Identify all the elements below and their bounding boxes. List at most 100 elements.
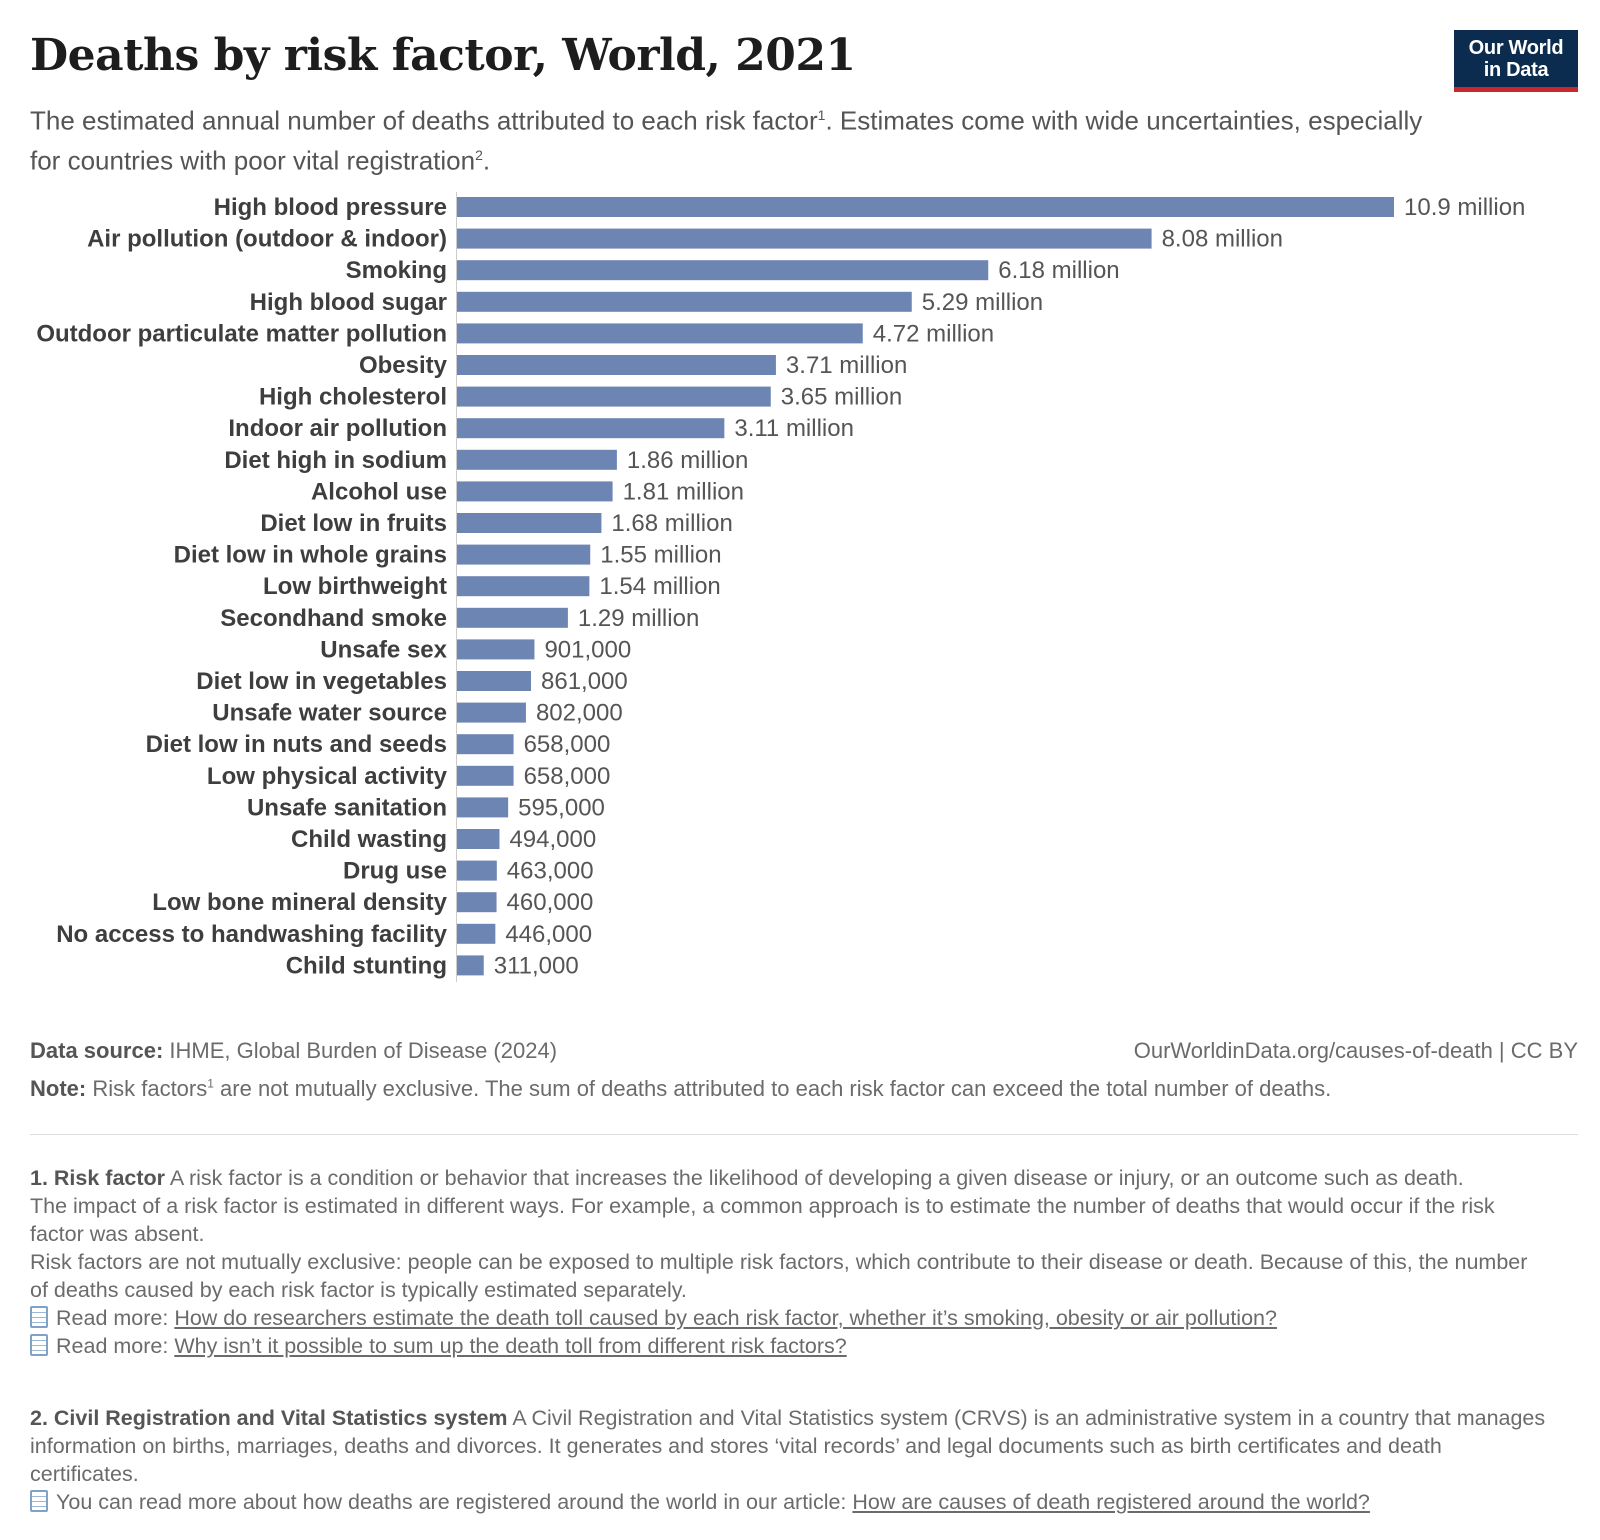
value-label: 1.55 million [600, 542, 721, 569]
bar-10[interactable] [457, 513, 602, 533]
value-label: 8.08 million [1162, 226, 1283, 253]
value-label: 1.68 million [611, 510, 732, 537]
category-label: Unsafe sanitation [247, 794, 447, 821]
data-source-text[interactable]: IHME, Global Burden of Disease (2024) [163, 1038, 558, 1063]
value-label: 5.29 million [922, 289, 1043, 316]
bar-11[interactable] [457, 544, 591, 565]
logo-line-2: in Data [1483, 58, 1549, 81]
document-icon [30, 1490, 48, 1512]
note-text-pre: Risk factors [86, 1076, 208, 1101]
footnote-2-read: You can read more about how deaths are r… [56, 1490, 853, 1514]
category-label: Obesity [359, 352, 448, 379]
category-label: Low physical activity [207, 763, 448, 790]
value-label: 10.9 million [1404, 194, 1525, 221]
category-label: Low bone mineral density [152, 889, 447, 916]
category-label: Unsafe sex [320, 636, 447, 663]
footnote-2-text: A Civil Registration and Vital Statistic… [30, 1406, 1546, 1486]
footnote-1-para-3: Risk factors are not mutually exclusive:… [30, 1250, 1528, 1302]
bar-2[interactable] [457, 260, 989, 281]
bar-9[interactable] [457, 481, 613, 502]
value-label: 463,000 [507, 858, 594, 885]
category-label: Diet low in whole grains [174, 542, 447, 569]
value-label: 311,000 [494, 952, 579, 979]
note-text-post: are not mutually exclusive. The sum of d… [213, 1076, 1332, 1101]
bar-chart: High blood pressure 10.9 million Air pollu… [36, 192, 1525, 982]
logo-line-1: Our World [1468, 36, 1564, 59]
bar-23[interactable] [457, 923, 496, 944]
bar-12[interactable] [457, 576, 590, 597]
bar-7[interactable] [457, 418, 725, 439]
footnote-2-para-1: 2. Civil Registration and Vital Statisti… [30, 1404, 1550, 1488]
subtitle-footnote-1[interactable]: 1 [817, 107, 826, 123]
category-label: Alcohol use [311, 478, 447, 505]
subtitle-footnote-2[interactable]: 2 [475, 146, 483, 163]
bar-17[interactable] [457, 734, 514, 755]
category-label: Drug use [343, 858, 447, 885]
bar-4[interactable] [457, 323, 863, 344]
bar-8[interactable] [457, 449, 617, 470]
bar-24[interactable] [457, 955, 484, 976]
footnote-risk-factor: 1. Risk factor A risk factor is a condit… [30, 1164, 1550, 1360]
footnote-1-para-1: 1. Risk factor A risk factor is a condit… [30, 1164, 1550, 1192]
owid-logo[interactable]: Our World in Data [1454, 30, 1578, 92]
value-label: 4.72 million [873, 320, 994, 347]
read-more-label: Read more: [56, 1306, 175, 1330]
value-label: 3.11 million [734, 415, 854, 442]
bar-13[interactable] [457, 607, 568, 628]
category-label: Child stunting [286, 952, 447, 979]
category-label: Air pollution (outdoor & indoor) [87, 226, 447, 253]
bar-14[interactable] [457, 639, 535, 660]
category-label: Child wasting [291, 826, 447, 853]
data-source-label: Data source: [30, 1038, 164, 1063]
bar-20[interactable] [457, 829, 500, 849]
value-label: 1.54 million [599, 573, 720, 600]
value-label: 460,000 [507, 889, 594, 916]
bars-group: High blood pressure 10.9 million Air pollu… [36, 194, 1525, 979]
read-more-link-1[interactable]: How do researchers estimate the death to… [174, 1306, 1277, 1330]
category-label: Diet low in vegetables [196, 668, 447, 695]
divider [30, 1134, 1578, 1135]
bar-15[interactable] [457, 671, 532, 691]
subtitle-text-end: . [482, 145, 491, 176]
category-label: Low birthweight [263, 573, 447, 600]
note-label: Note: [30, 1076, 87, 1101]
category-label: High blood pressure [214, 194, 447, 221]
bar-0[interactable] [457, 197, 1394, 217]
bar-16[interactable] [457, 702, 526, 723]
bar-1[interactable] [457, 228, 1152, 249]
category-label: High cholesterol [259, 384, 447, 411]
read-more-row-2: Read more: Why isn’t it possible to sum … [30, 1332, 1550, 1360]
value-label: 901,000 [544, 636, 631, 663]
chart-title: Deaths by risk factor, World, 2021 [30, 30, 856, 81]
subtitle-text-mid: . Estimates come with wide uncertainties… [30, 105, 1423, 176]
bar-18[interactable] [457, 765, 514, 786]
footnote-1-para-2: The impact of a risk factor is estimated… [30, 1194, 1495, 1246]
value-label: 595,000 [518, 794, 605, 821]
note-footnote-ref[interactable]: 1 [207, 1076, 214, 1091]
document-icon [30, 1334, 48, 1356]
read-more-link-2[interactable]: Why isn’t it possible to sum up the deat… [174, 1334, 847, 1358]
bar-5[interactable] [457, 355, 776, 375]
bar-21[interactable] [457, 860, 497, 881]
data-source: Data source: IHME, Global Burden of Dise… [30, 1038, 557, 1063]
value-label: 6.18 million [998, 257, 1119, 284]
read-more-link-3[interactable]: How are causes of death registered aroun… [852, 1490, 1370, 1514]
bar-3[interactable] [457, 291, 912, 312]
footnote-2-title: 2. Civil Registration and Vital Statisti… [30, 1406, 508, 1430]
document-icon [30, 1306, 48, 1328]
category-label: Diet low in fruits [260, 510, 447, 537]
value-label: 1.81 million [623, 478, 744, 505]
category-label: Secondhand smoke [220, 605, 447, 632]
subtitle-text: The estimated annual number of deaths at… [30, 105, 818, 136]
bar-6[interactable] [457, 386, 771, 407]
value-label: 658,000 [524, 731, 611, 758]
category-label: Diet low in nuts and seeds [146, 731, 447, 758]
footnote-crvs: 2. Civil Registration and Vital Statisti… [30, 1404, 1550, 1516]
bar-22[interactable] [457, 892, 497, 913]
source-url[interactable]: OurWorldinData.org/causes-of-death | CC … [1133, 1038, 1578, 1063]
source-row: Data source: IHME, Global Burden of Dise… [30, 1038, 1578, 1064]
footnote-1-title: 1. Risk factor [30, 1166, 166, 1190]
bar-19[interactable] [457, 797, 509, 818]
value-label: 494,000 [509, 826, 596, 853]
read-more-row-3: You can read more about how deaths are r… [30, 1488, 1550, 1516]
